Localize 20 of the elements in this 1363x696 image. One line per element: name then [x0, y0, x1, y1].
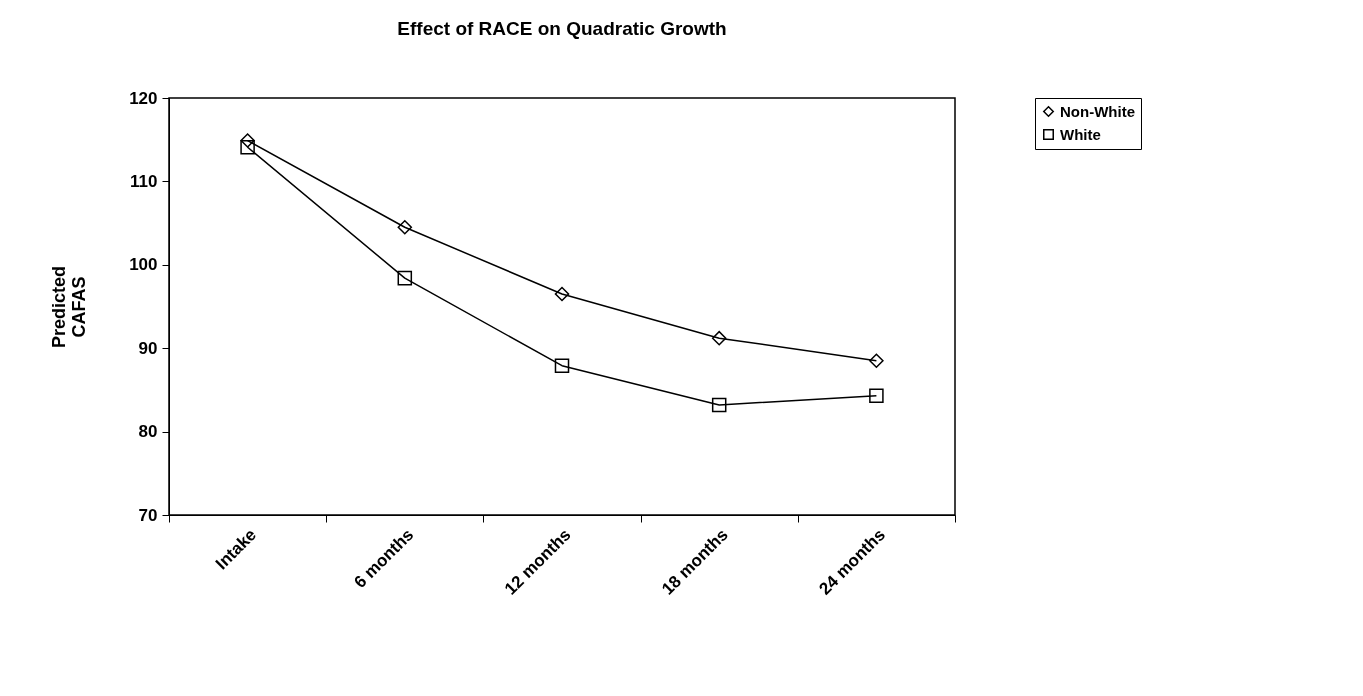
legend-label: Non-White [1060, 102, 1135, 120]
point [240, 133, 255, 148]
point [554, 358, 570, 373]
point [397, 270, 413, 286]
point [869, 353, 884, 368]
y-tick-label: 80 [138, 422, 158, 442]
y-tick-label: 90 [138, 338, 158, 358]
y-axis-title: Predicted CAFAS [49, 265, 90, 349]
legend-label: White [1060, 125, 1101, 143]
y-tick-label: 120 [129, 88, 158, 108]
point [711, 397, 727, 413]
y-tick-label: 70 [138, 505, 158, 525]
point [711, 330, 727, 346]
chart-title: Effect of RACE on Quadratic Growth [397, 18, 727, 39]
point [240, 139, 255, 155]
y-tick-label: 110 [130, 171, 158, 191]
y-tick-label: 100 [129, 255, 158, 275]
point [869, 388, 884, 404]
point [554, 286, 570, 302]
point [397, 220, 413, 235]
